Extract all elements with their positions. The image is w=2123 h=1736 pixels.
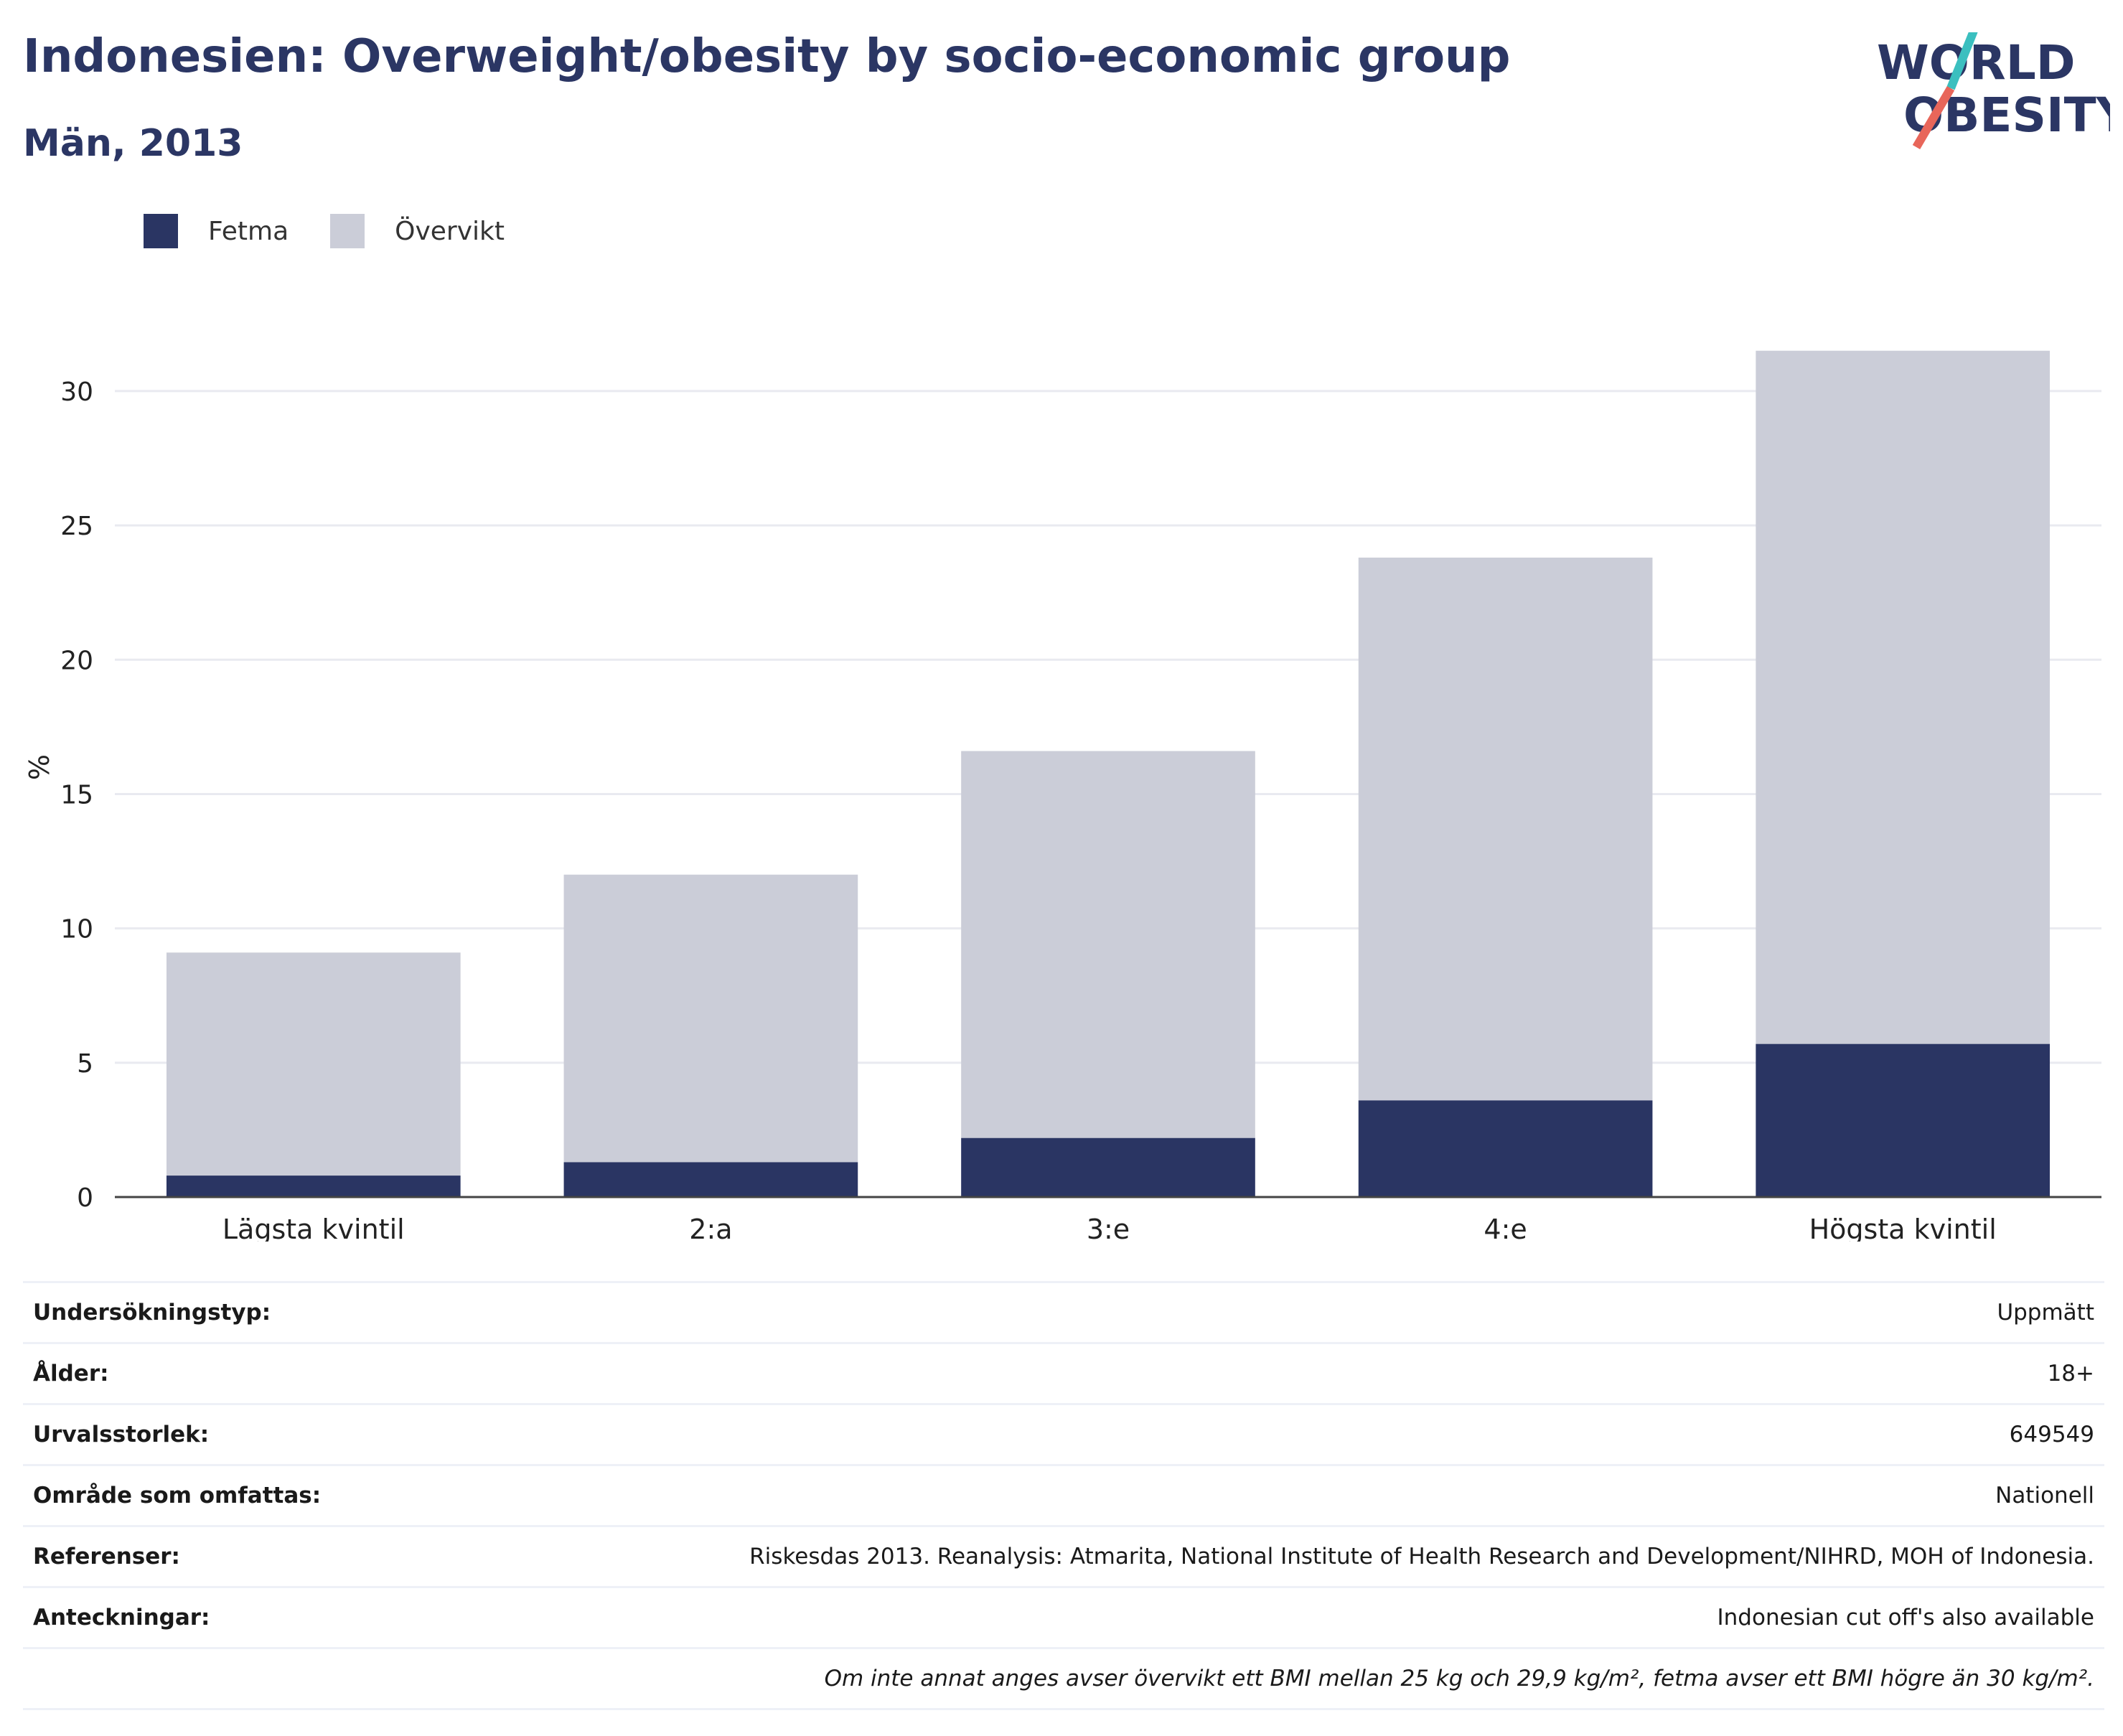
logo-slash-teal xyxy=(1946,32,1978,90)
x-tick-label: 3:e xyxy=(1087,1214,1130,1242)
chart-legend: Fetma Övervikt xyxy=(144,214,546,248)
bar-overvikt xyxy=(563,874,858,1163)
info-row-footnote: Om inte annat anges avser övervikt ett B… xyxy=(23,1647,2104,1710)
info-value: 649549 xyxy=(2009,1422,2094,1448)
stacked-bar-chart: 0 5 10 15 20 25 30% Lägsta kvintil 2:a 3:e 4:e Högs… xyxy=(24,350,2101,1242)
page-subtitle: Män, 2013 xyxy=(23,122,243,165)
bar-overvikt xyxy=(1358,557,1653,1101)
y-tick-label: 20 xyxy=(60,646,93,675)
legend-item-overvikt[interactable]: Övervikt xyxy=(330,214,505,248)
legend-swatch-overvikt xyxy=(330,214,365,248)
x-tick-label: Lägsta kvintil xyxy=(222,1214,405,1242)
info-label: Undersökningstyp: xyxy=(33,1300,271,1326)
x-tick-label: 4:e xyxy=(1484,1214,1527,1242)
info-row-survey-type: Undersökningstyp: Uppmätt xyxy=(23,1281,2104,1342)
info-row-age: Ålder: 18+ xyxy=(23,1342,2104,1403)
legend-label-overvikt: Övervikt xyxy=(395,216,505,246)
info-row-sample-size: Urvalsstorlek: 649549 xyxy=(23,1403,2104,1464)
y-axis-label: % xyxy=(24,754,55,780)
x-tick-label: 2:a xyxy=(689,1214,732,1242)
info-label: Anteckningar: xyxy=(33,1605,210,1631)
footnote-text: Om inte annat anges avser övervikt ett B… xyxy=(824,1666,2094,1692)
info-value: 18+ xyxy=(2047,1361,2094,1387)
info-label: Urvalsstorlek: xyxy=(33,1422,210,1448)
bar-overvikt xyxy=(961,751,1255,1138)
info-row-references: Referenser: Riskesdas 2013. Reanalysis: … xyxy=(23,1525,2104,1586)
y-tick-label: 15 xyxy=(60,780,93,810)
y-tick-label: 5 xyxy=(77,1049,93,1079)
bar-fetma xyxy=(166,1176,461,1197)
legend-item-fetma[interactable]: Fetma xyxy=(144,214,289,248)
bar-overvikt xyxy=(1756,350,2051,1044)
bar-fetma xyxy=(563,1162,858,1197)
x-tick-label: Högsta kvintil xyxy=(1809,1214,1997,1242)
info-label: Referenser: xyxy=(33,1544,180,1570)
bar-fetma xyxy=(961,1137,1255,1197)
bar-fetma xyxy=(1358,1100,1653,1197)
info-value: Riskesdas 2013. Reanalysis: Atmarita, Na… xyxy=(749,1544,2094,1570)
y-tick-label: 10 xyxy=(60,915,93,944)
y-tick-label: 25 xyxy=(60,512,93,541)
world-obesity-logo: WORLD OBESITY xyxy=(1877,32,2110,150)
info-row-area: Område som omfattas: Nationell xyxy=(23,1464,2104,1525)
page-title: Indonesien: Overweight/obesity by socio-… xyxy=(23,30,1511,83)
logo-slash-coral xyxy=(1912,85,1955,150)
info-value: Uppmätt xyxy=(1997,1300,2094,1326)
bar-fetma xyxy=(1756,1043,2051,1197)
logo-line1: WORLD xyxy=(1877,35,2076,90)
info-label: Ålder: xyxy=(33,1361,109,1387)
info-value: Indonesian cut off's also available xyxy=(1717,1605,2094,1631)
bar-overvikt xyxy=(166,952,461,1176)
survey-info-table: Undersökningstyp: Uppmätt Ålder: 18+ Urv… xyxy=(23,1281,2104,1710)
legend-swatch-fetma xyxy=(144,214,178,248)
info-row-notes: Anteckningar: Indonesian cut off's also … xyxy=(23,1586,2104,1647)
info-label: Område som omfattas: xyxy=(33,1483,322,1509)
y-tick-label: 0 xyxy=(77,1183,93,1213)
info-value: Nationell xyxy=(1995,1483,2094,1509)
y-tick-label: 30 xyxy=(60,377,93,407)
legend-label-fetma: Fetma xyxy=(208,216,289,246)
